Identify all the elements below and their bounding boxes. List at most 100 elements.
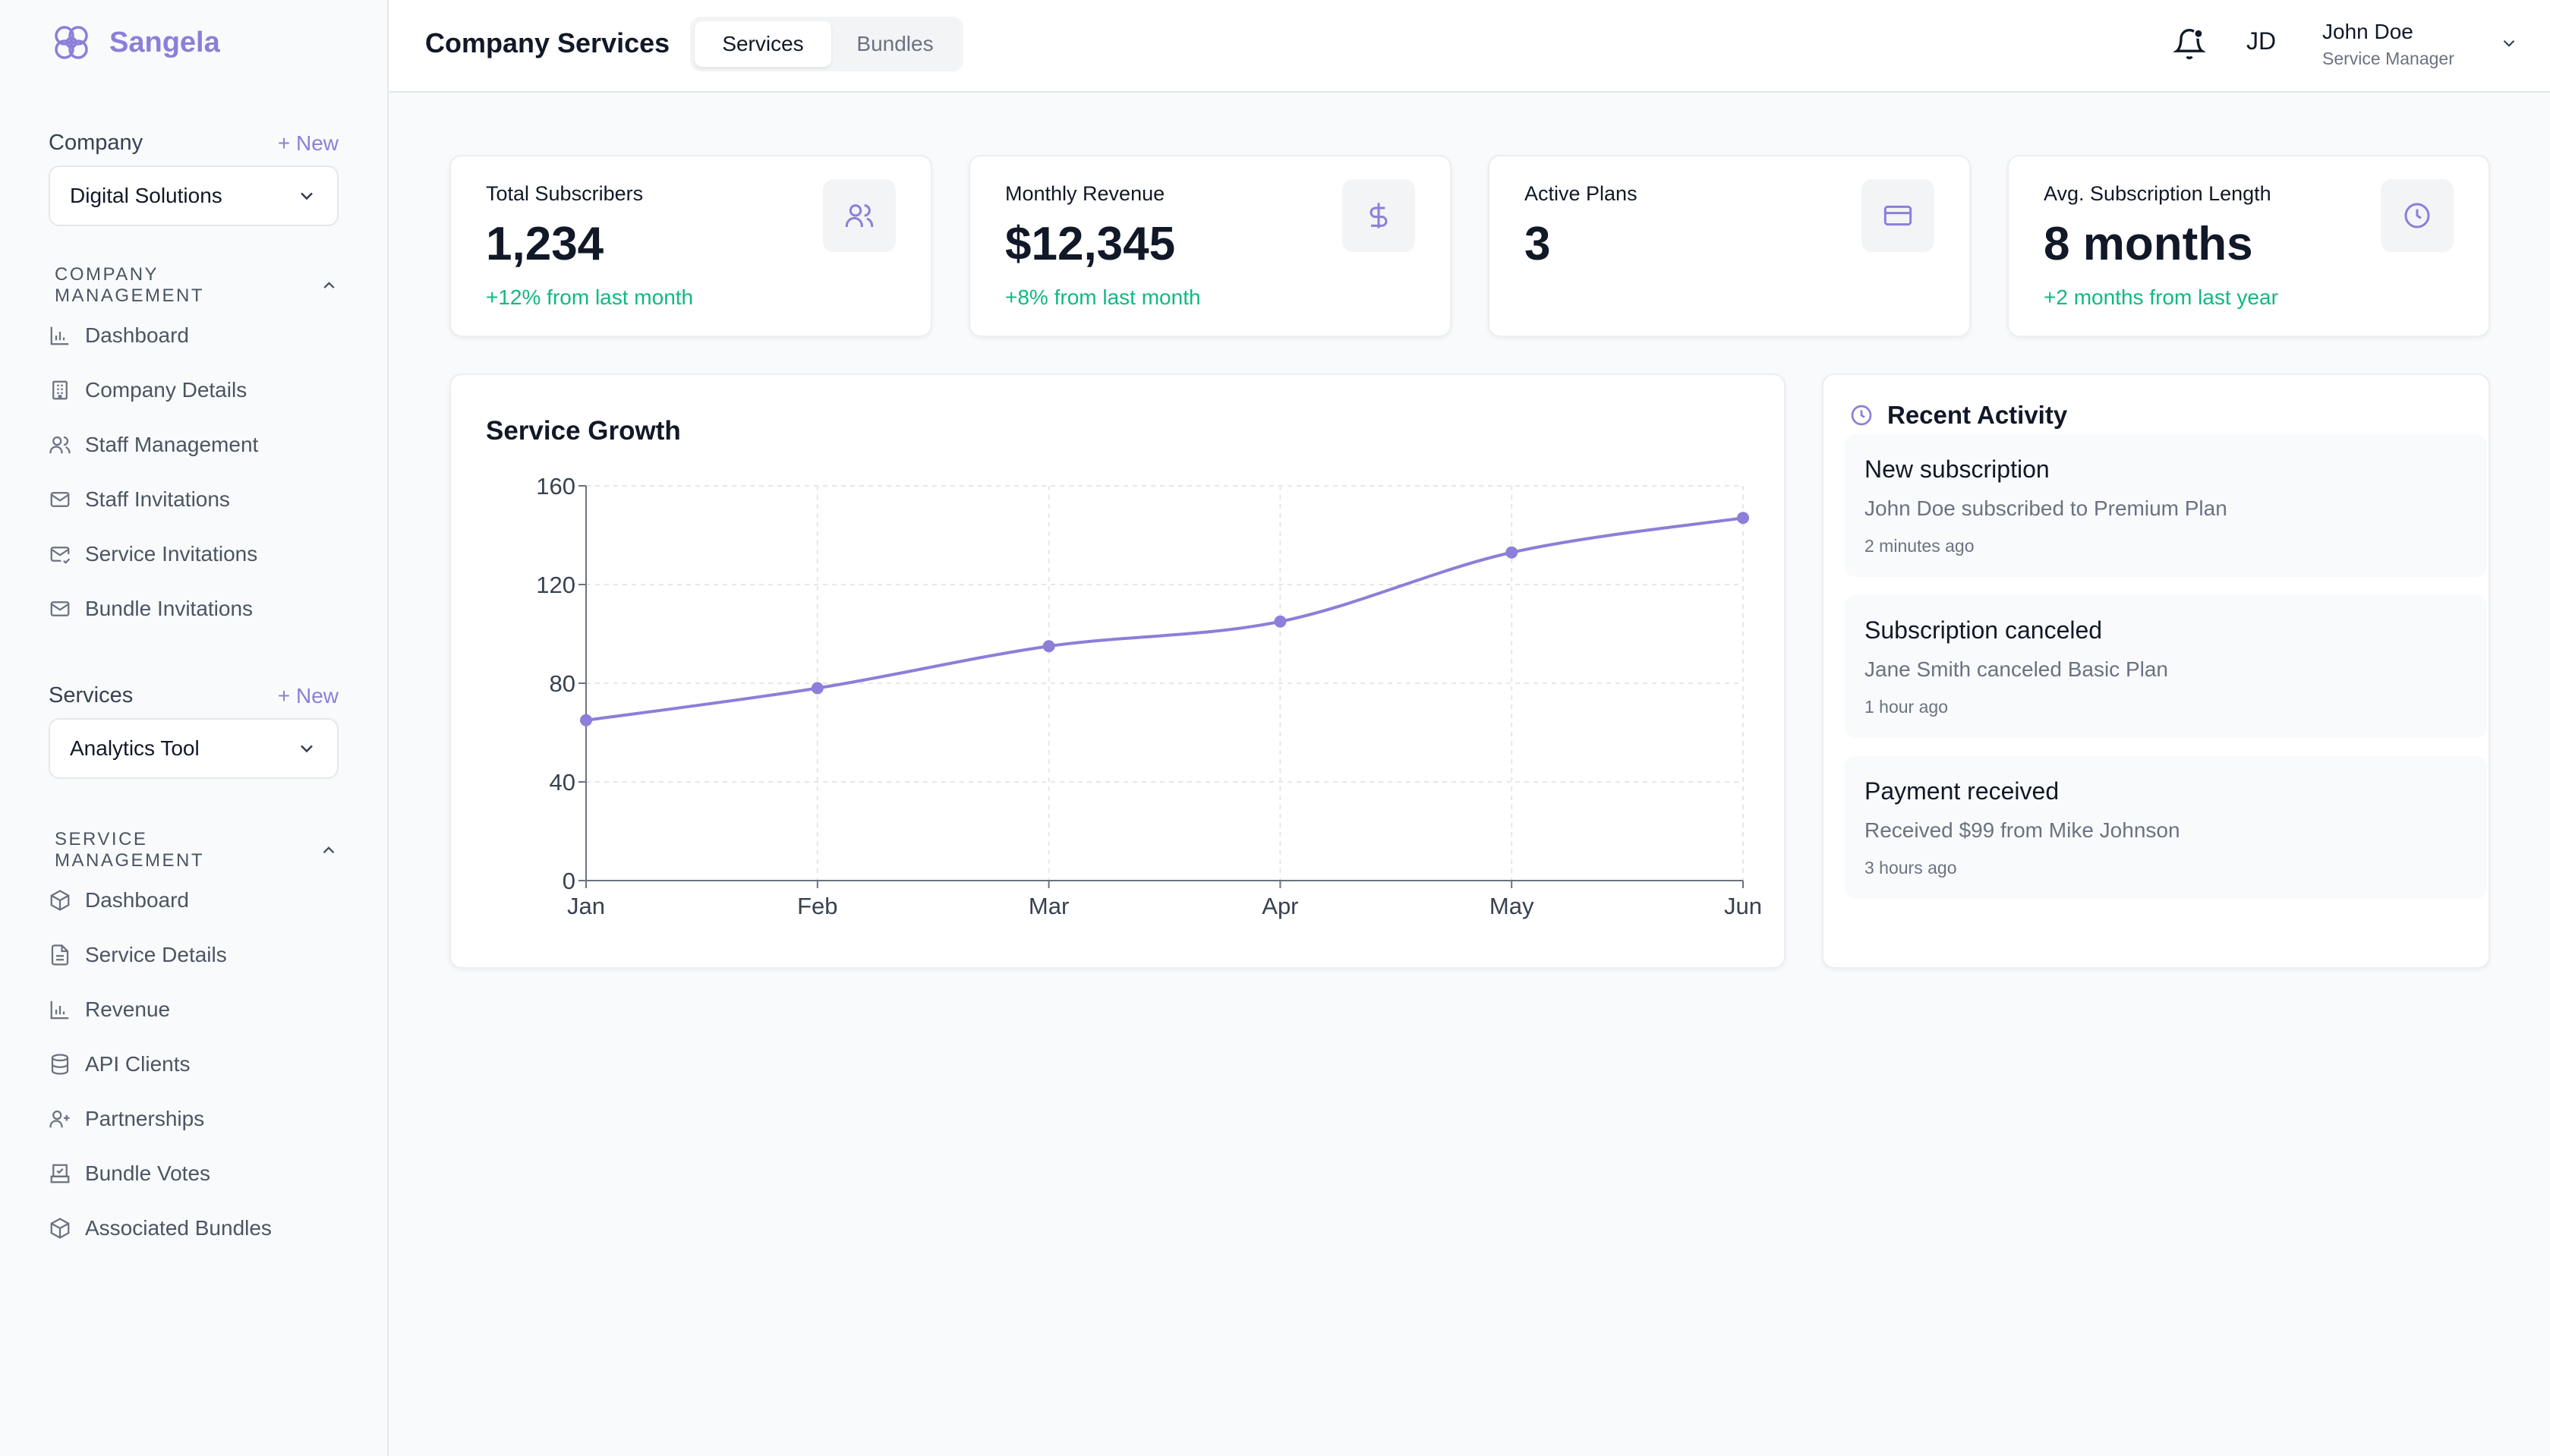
service-select[interactable]: Analytics Tool <box>49 718 339 779</box>
services-label: Services <box>49 683 134 708</box>
company-select-value: Digital Solutions <box>70 184 222 207</box>
stat-card-revenue: Monthly Revenue $12,345 +8% from last mo… <box>969 155 1452 337</box>
sidebar-item-bundle-votes[interactable]: Bundle Votes <box>49 1151 210 1196</box>
stat-change: +12% from last month <box>486 285 694 309</box>
avatar[interactable]: JD <box>2246 27 2277 55</box>
sidebar-item-associated-bundles[interactable]: Associated Bundles <box>49 1205 272 1251</box>
users-icon <box>845 204 874 227</box>
stat-card-subscribers: Total Subscribers 1,234 +12% from last m… <box>449 155 932 337</box>
page-title: Company Services <box>425 27 670 58</box>
tab-bundles[interactable]: Bundles <box>856 32 934 55</box>
x-tick-label: May <box>1489 893 1534 919</box>
data-point <box>580 714 592 726</box>
bar-chart-icon <box>50 326 69 345</box>
data-point <box>1737 512 1749 525</box>
service-management-label: SERVICE MANAGEMENT <box>55 829 205 871</box>
sidebar-item-label: Service Details <box>85 943 227 966</box>
sidebar-item-service-details[interactable]: Service Details <box>49 932 227 978</box>
user-plus-icon <box>49 1110 70 1128</box>
chevron-up-icon <box>323 282 335 288</box>
activity-description: Received $99 from Mike Johnson <box>1864 818 2180 842</box>
mail-check-icon <box>50 547 71 564</box>
stat-value: $12,345 <box>1005 218 1176 270</box>
view-tabs: Services Bundles <box>690 17 963 71</box>
user-name[interactable]: John Doe <box>2322 20 2413 43</box>
chevron-down-icon[interactable] <box>2499 33 2519 53</box>
activity-title: New subscription <box>1864 455 2050 483</box>
sidebar-item-label: Dashboard <box>85 888 189 912</box>
x-tick-label: Mar <box>1029 893 1069 919</box>
activity-item[interactable]: Subscription canceled Jane Smith cancele… <box>1845 595 2487 738</box>
stat-value: 8 months <box>2044 218 2253 270</box>
company-section-header: Company + New <box>49 131 339 156</box>
brand-name: Sangela <box>109 26 220 58</box>
chevron-down-icon <box>301 745 313 753</box>
sidebar-item-label: Revenue <box>85 997 171 1021</box>
sidebar-item-revenue[interactable]: Revenue <box>49 987 170 1032</box>
sidebar-item-label: Service Invitations <box>85 542 258 566</box>
sidebar-item-label: API Clients <box>85 1052 191 1076</box>
credit-card-icon <box>1883 205 1912 226</box>
activity-title: Subscription canceled <box>1864 616 2103 644</box>
y-tick-label: 40 <box>550 769 575 796</box>
stat-icon-box <box>1342 179 1415 252</box>
new-company-link[interactable]: + New <box>277 131 339 155</box>
company-select[interactable]: Digital Solutions <box>49 165 339 226</box>
service-management-heading[interactable]: SERVICE MANAGEMENT <box>55 829 339 871</box>
stat-card-active-plans: Active Plans 3 <box>1488 155 1971 337</box>
service-growth-card: Service Growth 0 40 80 120 160 Jan Feb Mar Apr Ma… <box>449 373 1786 969</box>
stat-change: +8% from last month <box>1005 285 1201 309</box>
box-icon <box>50 890 70 911</box>
activity-time: 2 minutes ago <box>1864 536 1975 556</box>
activity-item[interactable]: Payment received Received $99 from Mike … <box>1845 756 2487 899</box>
brand-logo[interactable]: Sangela <box>49 20 220 65</box>
y-tick-label: 120 <box>536 572 575 598</box>
sidebar-item-staff-management[interactable]: Staff Management <box>49 422 258 468</box>
data-point <box>1274 615 1287 628</box>
sidebar-item-partnerships[interactable]: Partnerships <box>49 1096 204 1142</box>
box-icon <box>50 1218 70 1239</box>
sidebar-item-label: Partnerships <box>85 1107 205 1130</box>
user-role: Service Manager <box>2322 49 2454 68</box>
data-point <box>1505 546 1518 559</box>
stat-title: Active Plans <box>1524 182 1637 205</box>
x-tick-label: Jan <box>567 893 605 919</box>
sidebar-item-company-dashboard[interactable]: Dashboard <box>49 313 189 358</box>
sidebar-item-company-details[interactable]: Company Details <box>49 367 247 413</box>
vote-icon <box>50 1164 70 1183</box>
activity-time: 3 hours ago <box>1864 858 1957 878</box>
chevron-up-icon <box>323 846 335 854</box>
sidebar-item-service-dashboard[interactable]: Dashboard <box>49 878 189 923</box>
sidebar-item-api-clients[interactable]: API Clients <box>49 1042 191 1087</box>
service-select-value: Analytics Tool <box>70 736 200 760</box>
stat-icon-box <box>823 179 896 252</box>
sidebar-item-bundle-invitations[interactable]: Bundle Invitations <box>49 586 253 632</box>
data-point <box>811 682 824 695</box>
stat-value: 1,234 <box>486 218 604 270</box>
mail-icon <box>50 601 70 616</box>
activity-title: Payment received <box>1864 777 2060 805</box>
chart-title: Service Growth <box>486 416 681 446</box>
stat-card-avg-length: Avg. Subscription Length 8 months +2 mon… <box>2007 155 2490 337</box>
sidebar-item-label: Company Details <box>85 378 247 402</box>
company-management-heading[interactable]: COMPANY MANAGEMENT <box>55 264 339 307</box>
top-header: Company Services Services Bundles JD Joh… <box>389 0 2550 93</box>
sidebar-item-label: Bundle Invitations <box>85 597 254 620</box>
database-icon <box>51 1054 69 1075</box>
company-label: Company <box>49 131 143 155</box>
x-tick-label: Jun <box>1724 893 1762 919</box>
flower-logo-icon <box>55 26 88 59</box>
new-service-link[interactable]: + New <box>277 683 339 708</box>
sidebar-item-label: Associated Bundles <box>85 1216 272 1240</box>
tab-services[interactable]: Services <box>695 21 831 67</box>
stat-change: +2 months from last year <box>2044 285 2278 309</box>
bar-chart-icon <box>50 1001 69 1020</box>
y-tick-label: 160 <box>536 473 575 500</box>
notification-bell-icon[interactable] <box>2173 27 2206 61</box>
recent-activity-title: Recent Activity <box>1887 401 2068 429</box>
service-growth-chart: 0 40 80 120 160 Jan Feb Mar Apr May Jun <box>536 473 1762 919</box>
sidebar-item-staff-invitations[interactable]: Staff Invitations <box>49 477 230 522</box>
activity-item[interactable]: New subscription John Doe subscribed to … <box>1845 434 2487 577</box>
sidebar-item-service-invitations[interactable]: Service Invitations <box>49 531 257 577</box>
y-tick-label: 80 <box>550 670 575 697</box>
